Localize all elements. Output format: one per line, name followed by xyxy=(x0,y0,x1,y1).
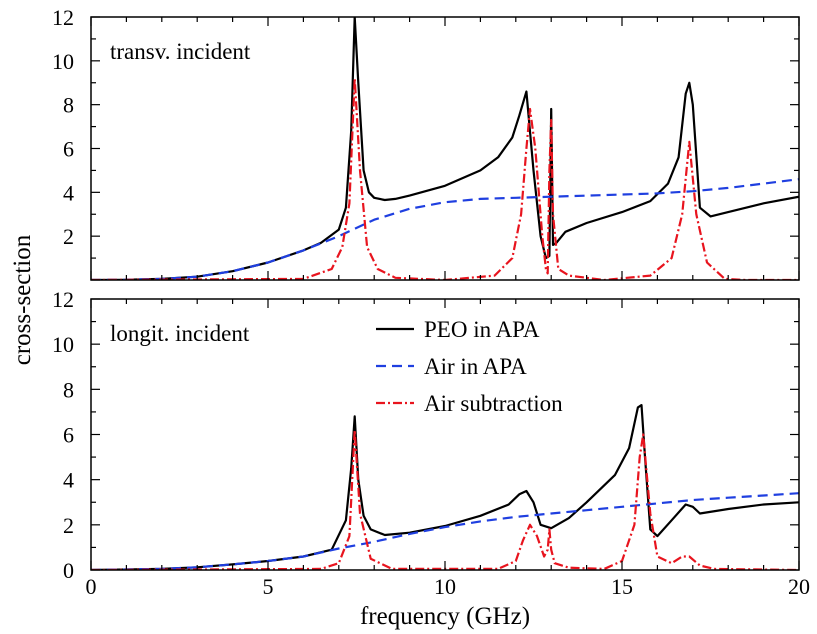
top-y-tick-label: 12 xyxy=(52,5,74,30)
top-y-tick-label: 4 xyxy=(63,180,74,205)
bottom-y-tick-label: 0 xyxy=(63,558,74,583)
legend-label-peo: PEO in APA xyxy=(424,317,540,342)
x-tick-label: 15 xyxy=(611,574,633,599)
top-y-tick-label: 10 xyxy=(52,49,74,74)
top-panel-label: transv. incident xyxy=(110,39,251,64)
legend: PEO in APA Air in APA Air subtraction xyxy=(376,317,563,416)
x-tick-label: 5 xyxy=(263,574,274,599)
top-series-air xyxy=(91,178,799,280)
bottom-y-tick-label: 4 xyxy=(63,468,74,493)
bottom-panel: 0 5 10 15 20 0 2 4 6 8 10 12 xyxy=(52,287,810,599)
top-y-tick-label: 2 xyxy=(63,224,74,249)
bottom-series-air xyxy=(91,492,799,570)
x-axis-title: frequency (GHz) xyxy=(360,603,530,630)
top-panel: 2 4 6 8 10 12 xyxy=(52,5,800,281)
top-series-peo xyxy=(91,17,799,280)
y-axis-title: cross-section xyxy=(9,234,36,365)
x-tick-label: 0 xyxy=(86,574,97,599)
bottom-y-tick-label: 2 xyxy=(63,513,74,538)
legend-label-air: Air in APA xyxy=(424,354,527,379)
bottom-series-peo xyxy=(91,404,799,570)
top-series-subtraction xyxy=(91,77,799,280)
bottom-y-tick-label: 6 xyxy=(63,423,74,448)
bottom-panel-label: longit. incident xyxy=(110,321,250,346)
bottom-y-tick-label: 10 xyxy=(52,332,74,357)
legend-label-subtraction: Air subtraction xyxy=(424,391,563,416)
x-tick-label: 10 xyxy=(434,574,456,599)
top-y-tick-label: 8 xyxy=(63,93,74,118)
bottom-y-tick-label: 12 xyxy=(52,287,74,312)
x-tick-label: 20 xyxy=(788,574,810,599)
bottom-y-tick-label: 8 xyxy=(63,377,74,402)
top-y-tick-label: 6 xyxy=(63,137,74,162)
bottom-series-subtraction xyxy=(91,428,799,570)
